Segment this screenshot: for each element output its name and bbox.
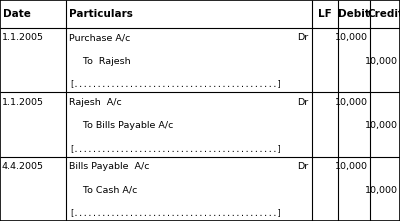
Text: 1.1.2005: 1.1.2005: [2, 33, 44, 42]
Text: 10,000: 10,000: [365, 57, 398, 66]
Text: Debit: Debit: [338, 9, 370, 19]
Text: 10,000: 10,000: [365, 186, 398, 195]
Text: Credit: Credit: [367, 9, 400, 19]
Text: Rajesh  A/c: Rajesh A/c: [69, 98, 122, 107]
Text: [............................................]: [.......................................…: [69, 144, 282, 153]
Text: To Cash A/c: To Cash A/c: [74, 186, 137, 195]
Text: [............................................]: [.......................................…: [69, 208, 282, 217]
Text: 1.1.2005: 1.1.2005: [2, 98, 44, 107]
Text: Dr: Dr: [297, 98, 308, 107]
Text: To  Rajesh: To Rajesh: [74, 57, 131, 66]
Text: Date: Date: [3, 9, 31, 19]
Text: Dr: Dr: [297, 33, 308, 42]
Text: LF: LF: [318, 9, 332, 19]
Text: 10,000: 10,000: [335, 162, 368, 171]
Text: 10,000: 10,000: [365, 121, 398, 130]
Text: 10,000: 10,000: [335, 33, 368, 42]
Text: Dr: Dr: [297, 162, 308, 171]
Text: To Bills Payable A/c: To Bills Payable A/c: [74, 121, 173, 130]
Text: Bills Payable  A/c: Bills Payable A/c: [69, 162, 150, 171]
Text: 10,000: 10,000: [335, 98, 368, 107]
Text: Particulars: Particulars: [69, 9, 133, 19]
Text: [............................................]: [.......................................…: [69, 80, 282, 89]
Text: 4.4.2005: 4.4.2005: [2, 162, 44, 171]
Text: Purchase A/c: Purchase A/c: [69, 33, 130, 42]
